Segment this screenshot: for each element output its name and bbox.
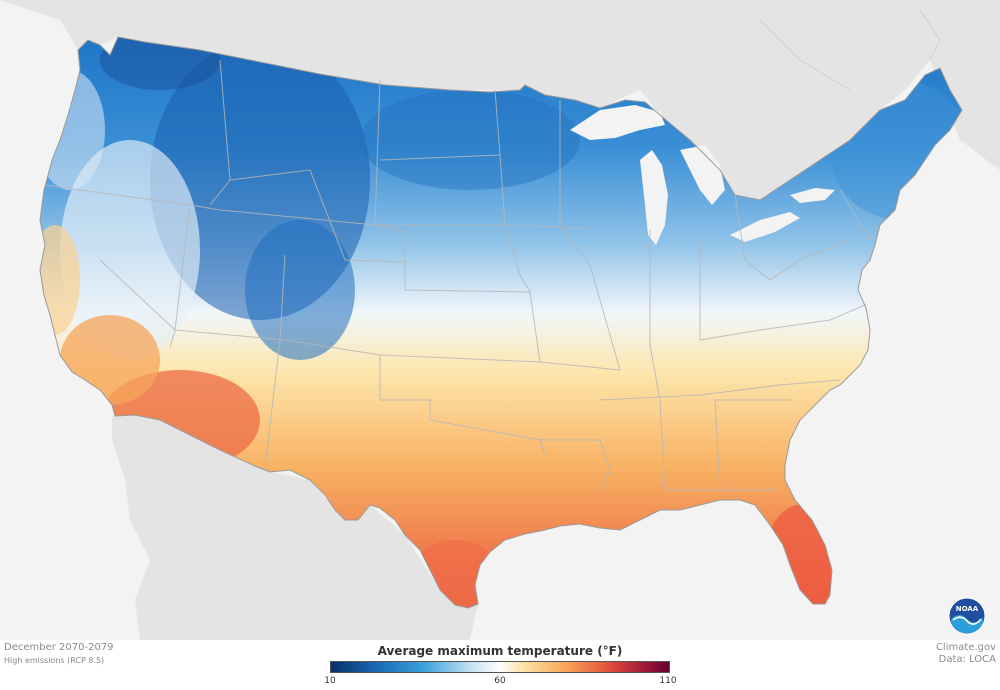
data-credit-label: Data: LOCA	[938, 654, 996, 665]
lake-ontario	[790, 188, 835, 203]
us-temperature-map	[0, 0, 1000, 640]
source-label[interactable]: Climate.gov	[935, 642, 996, 653]
map-footer: December 2070-2079 High emissions (RCP 8…	[0, 640, 1000, 690]
noaa-logo-icon: NOAA	[948, 597, 986, 635]
noaa-logo-text: NOAA	[956, 605, 979, 613]
scenario-label: High emissions (RCP 8.5)	[4, 656, 105, 665]
lake-michigan	[640, 150, 668, 245]
legend-tick-mid: 60	[494, 676, 506, 686]
lake-superior	[570, 105, 665, 140]
lake-huron	[680, 145, 725, 205]
period-label: December 2070-2079	[4, 642, 114, 653]
legend-tick-max: 110	[659, 676, 677, 686]
international-boundaries	[759, 9, 941, 91]
legend-tick-min: 10	[324, 676, 336, 686]
great-lakes	[570, 105, 835, 245]
legend-color-bar	[330, 661, 670, 673]
lake-erie	[730, 212, 800, 242]
state-boundaries	[44, 59, 881, 491]
baja-peninsula	[118, 420, 215, 610]
legend-title: Average maximum temperature (°F)	[377, 644, 623, 658]
canada-landmass	[0, 0, 1000, 200]
map-panel: NOAA	[0, 0, 1000, 640]
